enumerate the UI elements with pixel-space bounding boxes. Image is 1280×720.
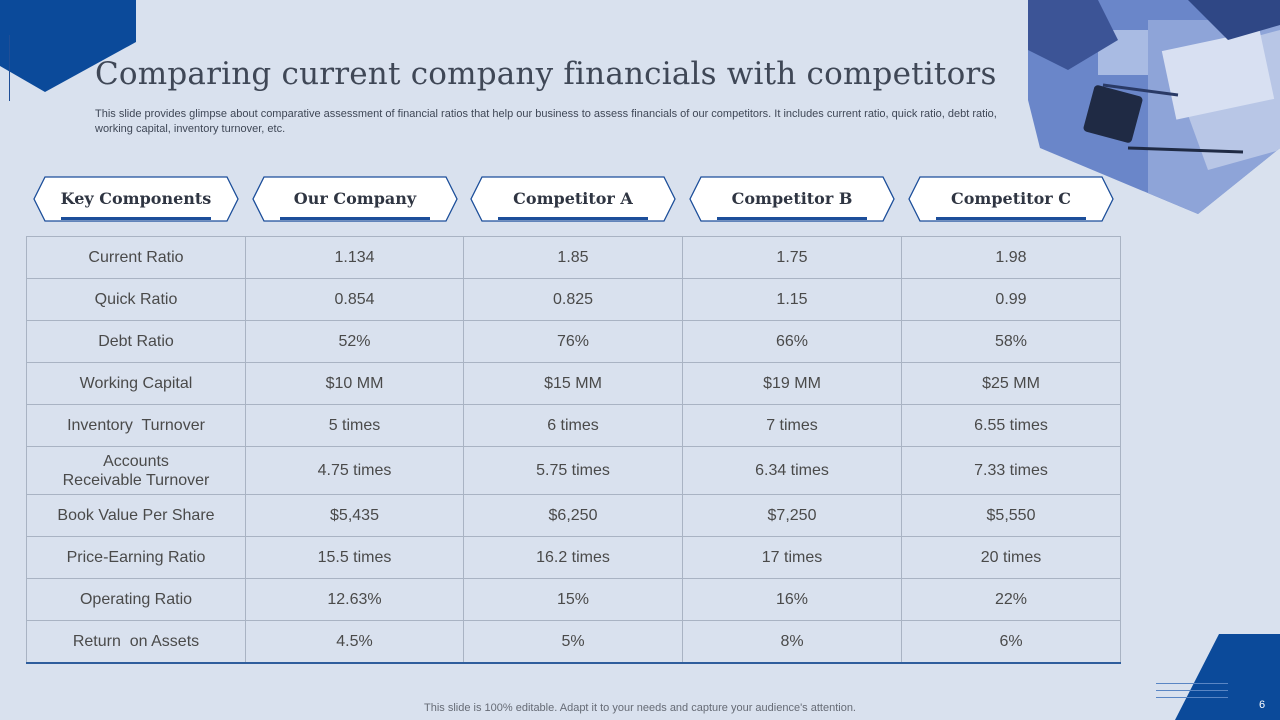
row-label: Debt Ratio xyxy=(26,320,246,363)
table-cell: 0.825 xyxy=(463,278,683,321)
row-label: Working Capital xyxy=(26,362,246,405)
header-underline xyxy=(936,217,1086,220)
table-cell: $7,250 xyxy=(682,494,902,537)
header-competitor-a: Competitor A xyxy=(470,176,676,222)
hexagon-frame xyxy=(252,176,458,222)
financials-table: Current Ratio 1.134 1.85 1.75 1.98 Quick… xyxy=(26,236,1121,664)
row-label: Accounts Receivable Turnover xyxy=(26,446,246,495)
corner-accent-line xyxy=(9,35,10,101)
table-cell: 17 times xyxy=(682,536,902,579)
table-cell: $10 MM xyxy=(245,362,464,405)
table-cell: $5,550 xyxy=(901,494,1121,537)
slide-subtitle: This slide provides glimpse about compar… xyxy=(95,108,997,135)
table-cell: 6% xyxy=(901,620,1121,664)
row-label: Quick Ratio xyxy=(26,278,246,321)
table-row: Current Ratio 1.134 1.85 1.75 1.98 xyxy=(26,236,1121,279)
table-cell: 76% xyxy=(463,320,683,363)
table-cell: 7.33 times xyxy=(901,446,1121,495)
table-cell: 22% xyxy=(901,578,1121,621)
table-cell: $19 MM xyxy=(682,362,902,405)
table-row: Debt Ratio 52% 76% 66% 58% xyxy=(26,320,1121,363)
row-label: Current Ratio xyxy=(26,236,246,279)
table-row: Accounts Receivable Turnover 4.75 times … xyxy=(26,446,1121,495)
bottom-corner-shape xyxy=(1175,634,1280,720)
header-key-components: Key Components xyxy=(33,176,239,222)
table-row: Operating Ratio 12.63% 15% 16% 22% xyxy=(26,578,1121,621)
table-row: Quick Ratio 0.854 0.825 1.15 0.99 xyxy=(26,278,1121,321)
table-cell: 52% xyxy=(245,320,464,363)
table-cell: 16.2 times xyxy=(463,536,683,579)
row-label: Operating Ratio xyxy=(26,578,246,621)
row-label: Return on Assets xyxy=(26,620,246,664)
row-label: Price-Earning Ratio xyxy=(26,536,246,579)
table-cell: 5% xyxy=(463,620,683,664)
table-cell: 7 times xyxy=(682,404,902,447)
table-cell: $25 MM xyxy=(901,362,1121,405)
slide-title: Comparing current company financials wit… xyxy=(95,56,997,92)
table-row: Working Capital $10 MM $15 MM $19 MM $25… xyxy=(26,362,1121,405)
header-underline xyxy=(280,217,430,220)
row-label: Book Value Per Share xyxy=(26,494,246,537)
header-underline xyxy=(717,217,867,220)
table-cell: 4.5% xyxy=(245,620,464,664)
table-cell: $15 MM xyxy=(463,362,683,405)
table-cell: 1.85 xyxy=(463,236,683,279)
table-cell: 1.75 xyxy=(682,236,902,279)
table-cell: 0.854 xyxy=(245,278,464,321)
hexagon-frame xyxy=(689,176,895,222)
table-cell: 15% xyxy=(463,578,683,621)
table-cell: 66% xyxy=(682,320,902,363)
table-cell: 8% xyxy=(682,620,902,664)
header-label: Competitor A xyxy=(513,188,633,208)
table-cell: 1.15 xyxy=(682,278,902,321)
column-headers: Key Components Our Company Competitor A … xyxy=(33,176,1115,222)
header-underline xyxy=(61,217,211,220)
table-cell: 20 times xyxy=(901,536,1121,579)
table-cell: 58% xyxy=(901,320,1121,363)
table-cell: 1.98 xyxy=(901,236,1121,279)
header-label: Key Components xyxy=(60,188,212,208)
footer-note: This slide is 100% editable. Adapt it to… xyxy=(424,702,856,714)
table-cell: 12.63% xyxy=(245,578,464,621)
table-cell: 6.55 times xyxy=(901,404,1121,447)
header-competitor-b: Competitor B xyxy=(689,176,895,222)
corner-hexagon-shape xyxy=(0,0,136,92)
page-number: 6 xyxy=(1259,699,1266,711)
table-cell: $5,435 xyxy=(245,494,464,537)
hexagon-frame xyxy=(908,176,1114,222)
header-label: Competitor B xyxy=(731,188,853,208)
header-our-company: Our Company xyxy=(252,176,458,222)
table-cell: 0.99 xyxy=(901,278,1121,321)
table-cell: 15.5 times xyxy=(245,536,464,579)
table-row: Return on Assets 4.5% 5% 8% 6% xyxy=(26,620,1121,664)
table-cell: $6,250 xyxy=(463,494,683,537)
decorative-lines xyxy=(1156,683,1228,699)
table-cell: 6 times xyxy=(463,404,683,447)
table-row: Price-Earning Ratio 15.5 times 16.2 time… xyxy=(26,536,1121,579)
table-cell: 5.75 times xyxy=(463,446,683,495)
table-cell: 5 times xyxy=(245,404,464,447)
row-label: Inventory Turnover xyxy=(26,404,246,447)
table-row: Book Value Per Share $5,435 $6,250 $7,25… xyxy=(26,494,1121,537)
hexagon-frame xyxy=(470,176,676,222)
table-cell: 16% xyxy=(682,578,902,621)
table-row: Inventory Turnover 5 times 6 times 7 tim… xyxy=(26,404,1121,447)
table-cell: 6.34 times xyxy=(682,446,902,495)
header-label: Our Company xyxy=(293,188,417,208)
hexagon-frame xyxy=(33,176,239,222)
header-competitor-c: Competitor C xyxy=(908,176,1114,222)
header-underline xyxy=(498,217,648,220)
table-cell: 4.75 times xyxy=(245,446,464,495)
table-cell: 1.134 xyxy=(245,236,464,279)
header-label: Competitor C xyxy=(951,188,1071,208)
